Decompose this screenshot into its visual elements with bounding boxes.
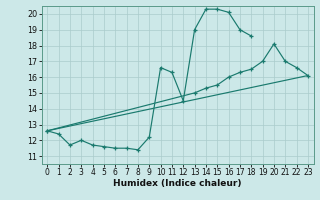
X-axis label: Humidex (Indice chaleur): Humidex (Indice chaleur) [113,179,242,188]
